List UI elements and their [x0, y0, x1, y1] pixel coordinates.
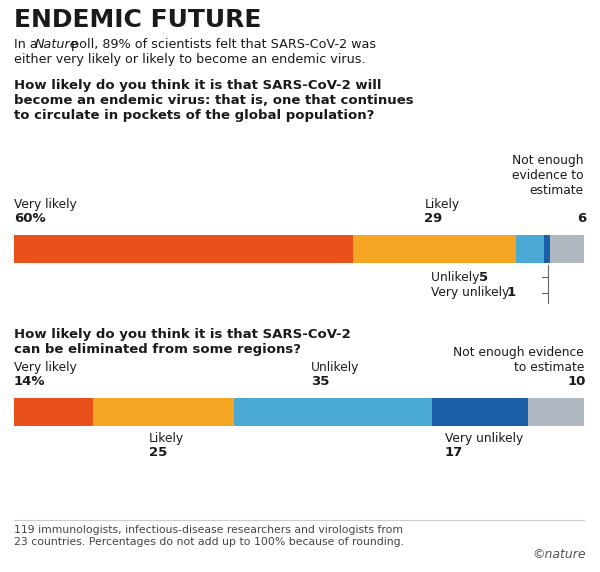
Text: poll, 89% of scientists felt that SARS-CoV-2 was: poll, 89% of scientists felt that SARS-C…: [67, 38, 376, 51]
Text: either very likely or likely to become an endemic virus.: either very likely or likely to become a…: [14, 53, 365, 66]
Text: ©nature: ©nature: [532, 548, 586, 561]
Text: ENDEMIC FUTURE: ENDEMIC FUTURE: [14, 8, 262, 32]
Bar: [550, 235, 584, 263]
Text: How likely do you think it is that SARS-CoV-2 will
become an endemic virus: that: How likely do you think it is that SARS-…: [14, 79, 413, 122]
Text: 25: 25: [149, 446, 167, 459]
Text: 14%: 14%: [14, 375, 46, 388]
Text: 6: 6: [577, 212, 586, 225]
Text: Very likely: Very likely: [14, 198, 77, 211]
Text: 17: 17: [445, 446, 463, 459]
Text: How likely do you think it is that SARS-CoV-2
can be eliminated from some region: How likely do you think it is that SARS-…: [14, 328, 351, 356]
Text: 60%: 60%: [14, 212, 46, 225]
Text: Not enough
evidence to
estimate: Not enough evidence to estimate: [512, 154, 584, 197]
Text: Likely: Likely: [424, 198, 460, 211]
Text: 29: 29: [424, 212, 443, 225]
Bar: [234, 398, 431, 426]
Text: Very unlikely: Very unlikely: [445, 432, 523, 445]
Text: 119 immunologists, infectious-disease researchers and virologists from
23 countr: 119 immunologists, infectious-disease re…: [14, 525, 404, 547]
Text: Not enough evidence
to estimate: Not enough evidence to estimate: [453, 346, 584, 374]
Bar: [353, 235, 516, 263]
Bar: [544, 235, 550, 263]
Text: Likely: Likely: [149, 432, 184, 445]
Bar: [14, 235, 353, 263]
Text: 10: 10: [568, 375, 586, 388]
Text: Unlikely: Unlikely: [431, 271, 484, 284]
Bar: [527, 398, 584, 426]
Bar: [14, 398, 93, 426]
Text: Very likely: Very likely: [14, 361, 77, 374]
Text: 5: 5: [479, 271, 488, 284]
Bar: [431, 398, 527, 426]
Bar: [93, 398, 234, 426]
Text: 35: 35: [311, 375, 329, 388]
Text: 1: 1: [506, 286, 515, 299]
Text: Very unlikely: Very unlikely: [431, 286, 514, 299]
Text: Nature: Nature: [35, 38, 79, 51]
Text: Unlikely: Unlikely: [311, 361, 359, 374]
Bar: [516, 235, 544, 263]
Text: In a: In a: [14, 38, 42, 51]
